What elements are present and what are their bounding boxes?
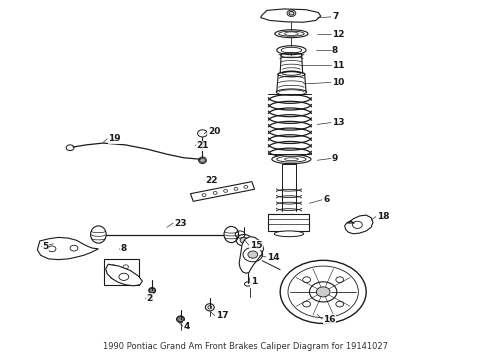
Text: 12: 12 xyxy=(332,30,344,39)
Text: 4: 4 xyxy=(184,322,190,331)
Circle shape xyxy=(240,237,248,243)
Text: 22: 22 xyxy=(205,176,218,185)
Bar xyxy=(104,259,140,285)
Circle shape xyxy=(149,288,155,293)
Circle shape xyxy=(177,317,184,321)
Text: 18: 18 xyxy=(377,212,390,221)
Polygon shape xyxy=(344,215,373,234)
Text: 1: 1 xyxy=(251,276,257,285)
Text: 15: 15 xyxy=(250,241,262,250)
Text: 10: 10 xyxy=(332,78,344,87)
Ellipse shape xyxy=(287,10,296,17)
Text: 6: 6 xyxy=(323,195,329,204)
Ellipse shape xyxy=(224,226,239,243)
Text: 2: 2 xyxy=(147,294,152,303)
Ellipse shape xyxy=(91,226,106,243)
Ellipse shape xyxy=(198,157,206,163)
Ellipse shape xyxy=(275,30,308,38)
Text: 16: 16 xyxy=(323,315,336,324)
Text: 19: 19 xyxy=(108,134,121,143)
Ellipse shape xyxy=(277,46,306,55)
Text: 8: 8 xyxy=(121,244,126,253)
Ellipse shape xyxy=(272,155,311,164)
Circle shape xyxy=(317,287,330,297)
Polygon shape xyxy=(191,182,255,201)
Polygon shape xyxy=(239,237,264,273)
Text: 14: 14 xyxy=(267,253,280,262)
Bar xyxy=(269,214,310,231)
Polygon shape xyxy=(261,9,321,22)
Text: 1990 Pontiac Grand Am Front Brakes Caliper Diagram for 19141027: 1990 Pontiac Grand Am Front Brakes Calip… xyxy=(102,342,388,351)
Text: 9: 9 xyxy=(332,154,339,163)
Polygon shape xyxy=(37,237,98,260)
Ellipse shape xyxy=(274,231,304,237)
Circle shape xyxy=(199,158,205,162)
Ellipse shape xyxy=(176,316,184,322)
Text: 21: 21 xyxy=(196,141,209,150)
Text: 8: 8 xyxy=(332,46,338,55)
Ellipse shape xyxy=(149,288,156,293)
Text: 23: 23 xyxy=(174,219,187,228)
Text: 17: 17 xyxy=(216,311,228,320)
Polygon shape xyxy=(106,264,143,286)
Text: 7: 7 xyxy=(332,12,339,21)
Ellipse shape xyxy=(205,304,214,311)
Text: 13: 13 xyxy=(332,118,344,127)
Text: 11: 11 xyxy=(332,61,344,70)
Text: 20: 20 xyxy=(208,127,220,136)
Circle shape xyxy=(248,251,258,258)
Text: 5: 5 xyxy=(42,242,49,251)
